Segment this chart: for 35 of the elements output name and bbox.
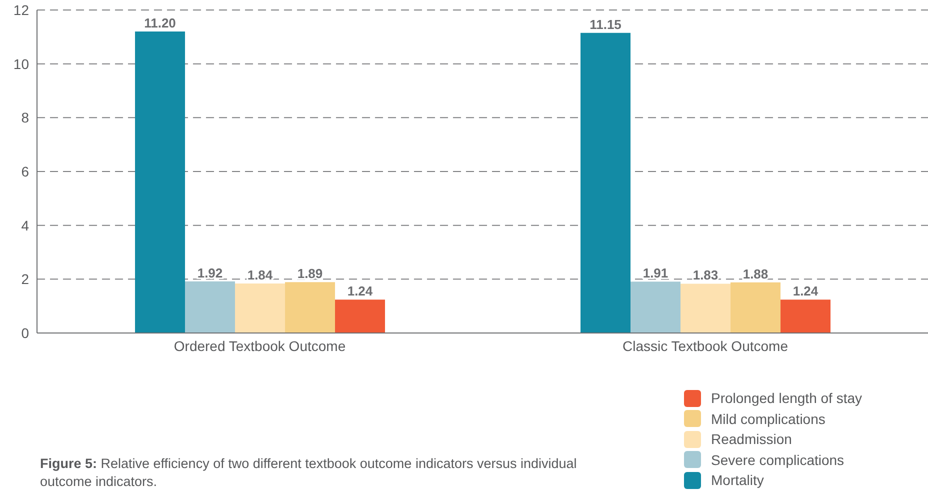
bar xyxy=(580,32,631,333)
y-tick-label: 4 xyxy=(21,217,30,234)
legend-label: Mortality xyxy=(711,472,764,488)
x-tick-label: Ordered Textbook Outcome xyxy=(174,338,346,354)
data-label: 1.83 xyxy=(692,268,718,283)
bar xyxy=(630,282,681,333)
bar xyxy=(730,282,781,333)
data-label: 1.92 xyxy=(197,265,223,280)
data-label: 11.20 xyxy=(144,16,176,31)
bar xyxy=(235,283,286,333)
bar xyxy=(780,300,831,333)
y-tick-label: 6 xyxy=(21,163,30,180)
data-label: 11.15 xyxy=(590,16,622,32)
y-tick-label: 12 xyxy=(13,2,30,18)
legend-label: Mild complications xyxy=(711,410,826,427)
bar xyxy=(285,282,336,333)
y-tick-label: 2 xyxy=(21,271,30,288)
legend-label: Prolonged length of stay xyxy=(711,390,862,406)
bar xyxy=(680,284,731,333)
data-label: 1.24 xyxy=(792,284,819,299)
data-label: 1.89 xyxy=(297,266,323,282)
x-tick-label: Classic Textbook Outcome xyxy=(622,338,788,354)
legend-label: Severe complications xyxy=(711,452,844,468)
y-tick-label: 8 xyxy=(21,110,30,126)
data-label: 1.24 xyxy=(347,284,374,299)
y-tick-label: 0 xyxy=(21,324,30,341)
bar xyxy=(135,32,186,333)
bar xyxy=(335,300,386,333)
bar xyxy=(185,281,236,333)
y-tick-label: 10 xyxy=(13,56,30,72)
data-label: 1.84 xyxy=(247,267,274,282)
data-label: 1.91 xyxy=(642,266,668,281)
caption: Figure 5: Relative efficiency of two different textbook outcome indicators versus individual outcome indicators. xyxy=(40,456,577,489)
data-label: 1.88 xyxy=(742,266,768,282)
legend-label: Readmission xyxy=(711,431,792,448)
